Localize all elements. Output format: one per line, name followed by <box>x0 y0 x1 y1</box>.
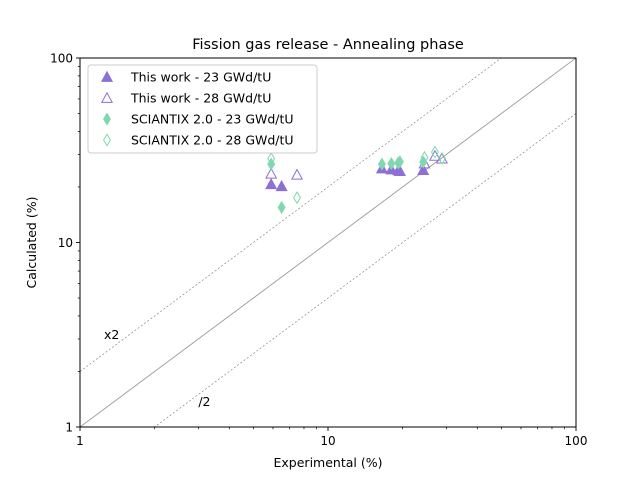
point-s0-0 <box>265 177 278 190</box>
legend-label-2: SCIANTIX 2.0 - 23 GWd/tU <box>131 112 294 127</box>
x-axis-label: Experimental (%) <box>274 455 383 470</box>
point-s3-3 <box>430 145 439 159</box>
reference-line-0 <box>80 58 576 427</box>
y-axis-label: Calculated (%) <box>24 197 39 289</box>
annotations: x2/2 <box>104 327 210 409</box>
data-points <box>265 145 448 214</box>
point-s2-2 <box>377 157 386 171</box>
x-tick-label-1: 10 <box>320 434 335 448</box>
point-s1-0 <box>265 167 278 179</box>
point-s2-6 <box>419 155 428 169</box>
series-0 <box>265 162 430 192</box>
point-s2-1 <box>277 200 286 214</box>
y-tick-label-0: 1 <box>65 421 73 435</box>
point-s1-3 <box>428 149 442 161</box>
point-s3-0 <box>267 152 276 166</box>
y-axis-ticks: 1 10 100 <box>50 52 80 435</box>
legend-marker-0 <box>100 70 114 82</box>
point-s0-6 <box>417 163 430 175</box>
point-s0-1 <box>275 179 288 192</box>
legend-marker-1 <box>100 91 114 103</box>
x-axis-ticks: 1 10 100 <box>76 427 587 448</box>
point-s3-2 <box>420 150 429 165</box>
series-2 <box>267 155 428 214</box>
legend-frame <box>87 64 318 154</box>
point-s2-5 <box>395 155 404 169</box>
point-s1-1 <box>290 168 304 180</box>
reference-line-1 <box>80 58 502 372</box>
legend-label-0: This work - 23 GWd/tU <box>130 70 271 85</box>
y-tick-label-2: 100 <box>50 52 73 66</box>
x-tick-label-0: 1 <box>76 434 84 448</box>
legend-marker-2 <box>103 112 111 126</box>
chart-title: Fission gas release - Annealing phase <box>192 37 464 53</box>
series-3 <box>267 145 446 205</box>
point-s3-4 <box>437 151 446 165</box>
legend-label-1: This work - 28 GWd/tU <box>130 91 271 106</box>
reference-lines <box>80 58 576 427</box>
point-s0-5 <box>393 164 406 176</box>
annotation-0: x2 <box>104 327 119 342</box>
x-tick-label-2: 100 <box>565 434 588 448</box>
legend: This work - 23 GWd/tU This work - 28 GWd/… <box>87 64 318 154</box>
reference-line-2 <box>154 113 576 427</box>
legend-label-3: SCIANTIX 2.0 - 28 GWd/tU <box>131 133 294 148</box>
point-s3-1 <box>293 191 302 205</box>
annotation-1: /2 <box>198 394 210 409</box>
point-s2-3 <box>387 156 396 171</box>
legend-marker-3 <box>103 133 111 147</box>
y-tick-label-1: 10 <box>58 236 73 250</box>
